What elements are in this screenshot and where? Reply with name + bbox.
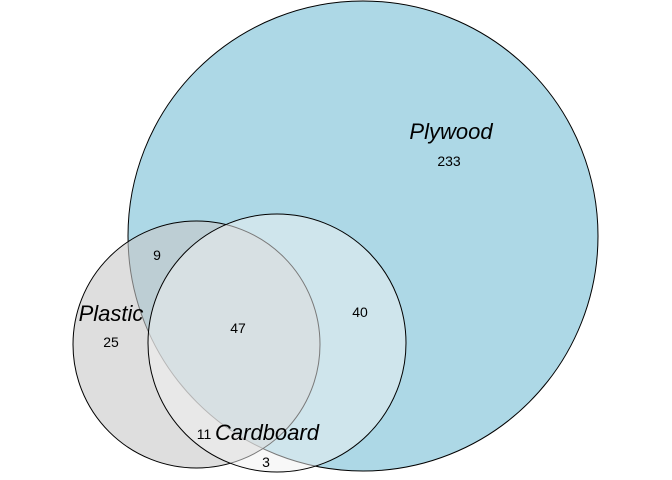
count-all-three: 47 [230, 320, 246, 336]
count-plywood-only: 233 [437, 153, 461, 169]
count-plywood-cardboard: 40 [352, 304, 368, 320]
cardboard-circle [147, 213, 407, 473]
count-plastic-cardboard: 11 [197, 426, 212, 442]
count-plywood-plastic: 9 [153, 247, 161, 263]
plastic-set-label: Plastic [79, 301, 144, 326]
count-plastic-only: 25 [103, 334, 119, 350]
count-cardboard-only: 3 [262, 454, 270, 470]
plywood-set-label: Plywood [409, 119, 493, 144]
cardboard-set-label: Cardboard [215, 420, 320, 445]
